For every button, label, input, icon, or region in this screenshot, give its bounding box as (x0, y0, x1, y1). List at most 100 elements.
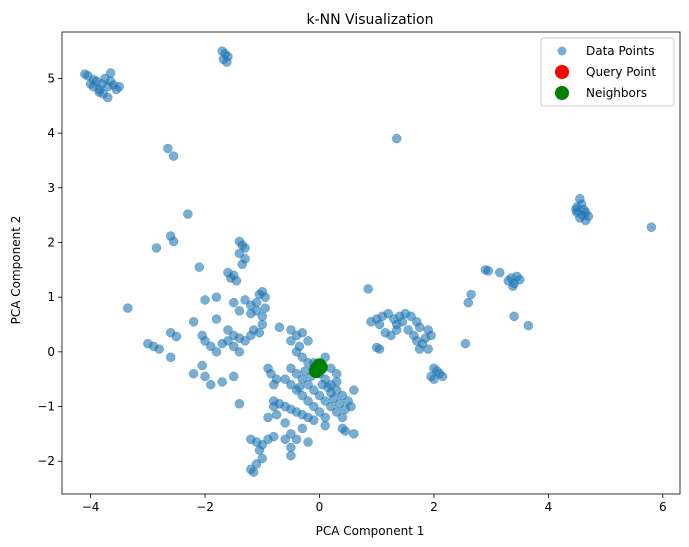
data-point (483, 266, 494, 276)
data-point (571, 204, 581, 215)
data-point (246, 308, 256, 319)
data-point (254, 445, 265, 456)
axes: −4 −2 0 2 4 6 −2 −1 0 1 2 3 4 5 (37, 31, 681, 514)
chart-title: k-NN Visualization (307, 12, 434, 28)
data-point (349, 385, 359, 395)
data-point (374, 344, 385, 354)
data-point (188, 317, 199, 327)
x-tick-label: 2 (430, 500, 438, 514)
data-point (88, 74, 99, 85)
data-point (297, 327, 308, 338)
data-point (234, 347, 245, 357)
data-point (237, 259, 247, 270)
data-point (280, 434, 290, 445)
data-point (114, 81, 124, 92)
data-point (495, 267, 505, 278)
data-point (260, 303, 270, 313)
data-point (268, 401, 279, 412)
y-tick-label: 0 (47, 345, 55, 359)
data-point (280, 418, 290, 428)
data-point (466, 289, 476, 300)
axes-frame (61, 31, 681, 495)
data-point (228, 297, 239, 308)
y-axis-label: PCA Component 2 (9, 216, 23, 325)
data-point (123, 303, 133, 313)
data-point (274, 322, 285, 332)
data-point (340, 426, 350, 436)
data-point (509, 311, 519, 322)
data-point (105, 68, 116, 78)
data-point (508, 281, 518, 291)
data-point (211, 292, 222, 302)
data-point (374, 319, 385, 330)
series-neighbors (308, 358, 328, 379)
data-point (234, 399, 245, 409)
data-point (323, 382, 333, 393)
data-point (331, 368, 342, 379)
y-tick-label: 2 (47, 235, 55, 249)
y-tick-label: 1 (47, 290, 55, 304)
data-point (206, 379, 216, 390)
data-point (303, 437, 313, 447)
data-point (291, 434, 302, 445)
x-tick-label: 6 (659, 500, 667, 514)
y-tick-label: 5 (47, 71, 55, 85)
x-tick-label: 4 (545, 500, 553, 514)
legend-marker (555, 65, 569, 79)
data-point (437, 371, 448, 382)
plot-area (80, 46, 657, 477)
data-point (98, 89, 108, 99)
data-point (151, 243, 162, 253)
data-point (194, 262, 205, 272)
data-point (414, 322, 425, 332)
data-point (248, 467, 259, 477)
data-point (211, 314, 222, 324)
data-point (426, 371, 436, 382)
data-point (183, 209, 193, 219)
series-data-points (80, 46, 657, 477)
y-tick-label: −2 (37, 454, 55, 468)
data-point (228, 371, 239, 382)
data-point (234, 306, 245, 316)
x-tick-label: −4 (82, 500, 100, 514)
legend-box (540, 37, 675, 107)
data-point (171, 331, 182, 342)
legend-marker (557, 46, 567, 56)
data-point (260, 292, 270, 302)
data-point (300, 366, 310, 376)
data-point (460, 338, 471, 349)
data-point (334, 399, 345, 409)
data-point (309, 361, 325, 376)
legend: Data Points Query Point Neighbors (540, 37, 675, 107)
data-point (200, 371, 210, 382)
data-point (366, 317, 376, 327)
data-point (463, 297, 474, 308)
data-point (168, 236, 179, 247)
data-point (168, 151, 179, 161)
data-point (337, 412, 348, 423)
data-point (286, 442, 296, 453)
data-point (580, 207, 591, 218)
x-tick-label: 0 (316, 500, 324, 514)
data-point (268, 431, 279, 442)
data-point (320, 420, 330, 431)
x-axis-label: PCA Component 1 (316, 524, 425, 538)
x-tick-label: −2 (196, 500, 214, 514)
data-point (309, 415, 319, 425)
data-point (392, 133, 402, 144)
legend-label: Query Point (586, 65, 656, 79)
data-point (268, 379, 279, 390)
data-point (188, 368, 199, 379)
data-point (515, 274, 525, 285)
data-point (200, 295, 210, 305)
data-point (286, 336, 296, 346)
data-point (197, 360, 207, 371)
data-point (163, 143, 173, 154)
legend-marker (555, 86, 569, 100)
data-point (523, 320, 534, 331)
data-point (423, 325, 433, 335)
legend-label: Neighbors (586, 86, 647, 100)
data-point (423, 344, 433, 354)
data-point (257, 319, 268, 330)
data-point (414, 344, 425, 354)
